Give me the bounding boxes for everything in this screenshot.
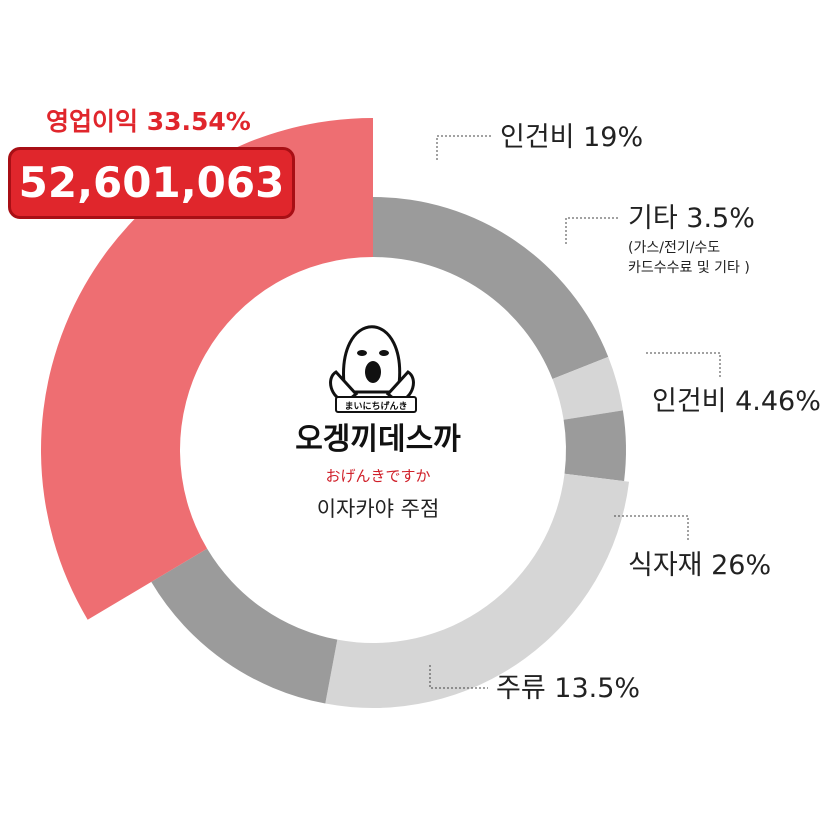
brand-badge (335, 396, 417, 413)
profit-amount-box: 52,601,063 (8, 147, 295, 219)
label-ingredients-26: 식자재 26% (628, 550, 771, 581)
ghost-mascot-icon (329, 325, 415, 404)
profit-title: 영업이익 33.54% (46, 107, 251, 136)
label-liquor-13-5: 주류 13.5% (496, 673, 640, 704)
leader-line-other-3-5 (565, 217, 620, 244)
leader-lines (429, 135, 721, 689)
brand-name: 오겡끼데스까 (295, 422, 461, 457)
donut-segments (41, 118, 630, 708)
donut-segment-6 (41, 118, 374, 620)
donut-segment-1 (373, 197, 609, 379)
brand-subtitle: 이자카야 주점 (317, 497, 440, 521)
label-labor-4-46: 인건비 4.46% (652, 386, 821, 417)
leader-line-ingredients-26 (614, 515, 689, 542)
label-other-3-5: 기타 3.5% (628, 203, 755, 234)
label-labor-19: 인건비 19% (500, 122, 643, 153)
donut-segment-5 (151, 548, 338, 704)
brand-japanese: おげんきですか (325, 467, 430, 485)
donut-segment-2 (552, 356, 623, 420)
label-other-sub-1: (가스/전기/수도 (628, 240, 720, 256)
label-other-sub-2: 카드수수료 및 기타 ) (628, 260, 750, 276)
leader-line-liquor-13-5 (429, 665, 488, 689)
donut-segment-4 (325, 473, 630, 708)
leader-line-labor-4-46 (646, 352, 721, 378)
brand-badge-text: まいにちげんき (344, 400, 407, 412)
donut-segment-3 (563, 410, 626, 482)
brand-logo: まいにちげんき 오겡끼데스까 おげんきですか 이자카야 주점 (295, 325, 461, 521)
leader-line-labor-19 (436, 135, 492, 160)
